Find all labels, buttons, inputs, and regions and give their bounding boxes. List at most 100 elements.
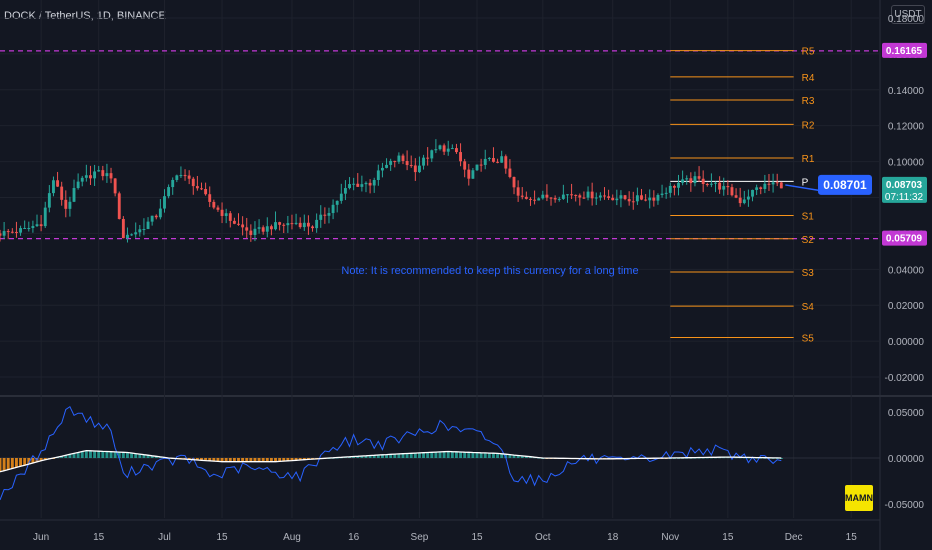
histogram-bar: [146, 455, 150, 458]
candle-body: [475, 164, 479, 171]
candle-body: [163, 196, 166, 209]
candle-body: [146, 221, 150, 229]
indicator-tag[interactable]: MAMN: [845, 485, 873, 511]
candle-body: [253, 228, 257, 235]
candle-body: [265, 226, 269, 232]
histogram-bar: [232, 458, 236, 462]
candle-body: [574, 194, 578, 196]
candle-body: [660, 193, 664, 195]
histogram-bar: [520, 455, 524, 458]
candle-body: [35, 224, 39, 227]
histogram-bar: [512, 455, 516, 458]
currency-button[interactable]: USDT: [891, 5, 925, 24]
candle-body: [615, 198, 619, 201]
candle-body: [594, 197, 598, 199]
time-tick-label: 15: [722, 532, 734, 543]
candle-body: [84, 175, 88, 178]
candle-body: [331, 204, 335, 214]
candle-body: [2, 231, 6, 236]
histogram-bar: [471, 452, 475, 458]
candle-body: [298, 222, 302, 228]
candle-body: [6, 231, 10, 233]
histogram-bar: [434, 452, 438, 458]
candle-body: [101, 170, 105, 177]
candle-body: [779, 182, 783, 189]
histogram-bar: [487, 453, 491, 458]
histogram-bar: [89, 450, 92, 458]
candle-body: [541, 194, 545, 199]
histogram-bar: [286, 458, 290, 461]
histogram-bar: [150, 455, 154, 458]
histogram-bar: [68, 454, 72, 458]
histogram-bar: [352, 456, 356, 458]
candle-body: [191, 178, 195, 187]
histogram-bar: [422, 452, 425, 458]
candle-body: [339, 193, 343, 201]
histogram-bar: [504, 454, 508, 458]
candle-body: [204, 188, 208, 195]
histogram-bar: [220, 458, 224, 462]
histogram-bar: [389, 454, 393, 458]
candle-body: [730, 187, 734, 196]
signal-line: [0, 449, 782, 473]
price-tick-label: 0.10000: [888, 158, 925, 169]
candle-body: [553, 198, 557, 200]
candle-body: [113, 178, 117, 194]
last-price-badge-countdown: 07:11:32: [885, 192, 924, 203]
histogram-bar: [779, 458, 783, 459]
candle-body: [742, 199, 746, 204]
candle-body: [183, 175, 187, 177]
symbol-title[interactable]: DOCK / TetherUS, 1D, BINANCE: [4, 10, 166, 22]
histogram-bar: [294, 458, 298, 461]
pivot-label: S4: [802, 302, 815, 313]
candle-body: [693, 176, 697, 184]
candle-body: [282, 224, 286, 226]
candle-body: [52, 180, 55, 194]
histogram-bar: [442, 451, 446, 458]
pivot-label: S3: [802, 268, 815, 279]
histogram-bar: [405, 453, 409, 458]
candle-body: [463, 161, 467, 170]
candle-body: [76, 181, 80, 189]
histogram-bar: [372, 455, 376, 458]
histogram-bar: [121, 452, 125, 458]
candle-body: [685, 178, 689, 180]
candle-body: [644, 199, 648, 201]
candle-body: [508, 168, 512, 177]
candle-body: [105, 173, 109, 177]
candle-body: [471, 170, 475, 179]
histogram-bar: [60, 456, 64, 458]
histogram-bar: [154, 456, 158, 458]
time-tick-label: Jun: [33, 532, 49, 543]
histogram-bar: [10, 458, 14, 469]
candle-body: [315, 219, 319, 229]
histogram-bar: [529, 456, 532, 458]
candle-body: [249, 230, 253, 235]
histogram-bar: [27, 458, 31, 465]
candle-body: [496, 161, 500, 163]
price-tick-label: 0.02000: [888, 301, 925, 312]
histogram-bar: [237, 458, 240, 462]
histogram-bar: [200, 458, 203, 461]
histogram-bar: [113, 451, 117, 458]
time-tick-label: Dec: [785, 532, 803, 543]
pivot-label: R5: [802, 47, 815, 58]
axes: 0.180000.160000.140000.120000.100000.080…: [33, 14, 924, 543]
candle-body: [323, 214, 327, 216]
histogram-bar: [117, 452, 121, 458]
histogram-bar: [426, 452, 430, 458]
candle-body: [212, 201, 216, 208]
time-tick-label: 15: [846, 532, 858, 543]
histogram-bar: [418, 452, 421, 458]
candle-body: [126, 234, 129, 239]
indicator-tick-label: 0.05000: [888, 408, 925, 419]
pivot-label: P: [802, 177, 809, 188]
candle-body: [763, 183, 767, 189]
histogram-bar: [72, 453, 76, 458]
candle-body: [278, 222, 282, 225]
pivot-label: R2: [802, 120, 815, 131]
time-tick-label: 18: [607, 532, 619, 543]
time-tick-label: Jul: [158, 532, 171, 543]
candle-body: [590, 191, 594, 199]
